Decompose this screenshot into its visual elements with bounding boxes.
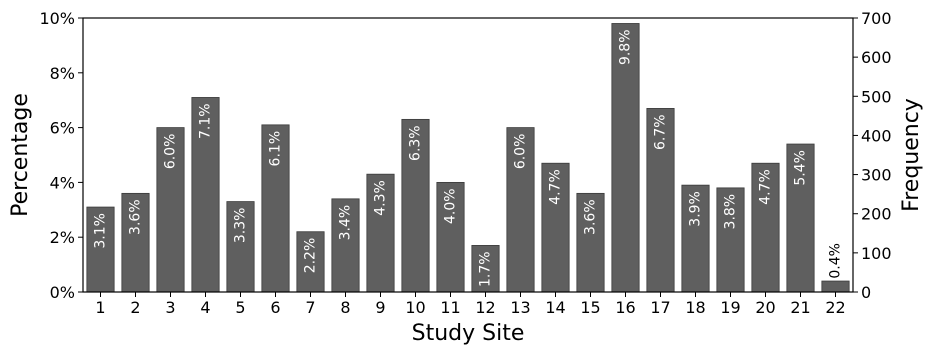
- x-tick-label: 2: [130, 298, 140, 317]
- x-tick-label: 9: [375, 298, 385, 317]
- bar-data-label: 6.7%: [653, 114, 669, 150]
- x-tick-label: 13: [510, 298, 530, 317]
- bar: [716, 187, 745, 293]
- bar-data-label: 3.1%: [93, 213, 109, 249]
- x-tick-label: 8: [340, 298, 350, 317]
- bar-data-label: 7.1%: [198, 103, 214, 139]
- x-tick-label: 3: [165, 298, 175, 317]
- x-tick-label: 7: [305, 298, 315, 317]
- bar-data-label: 6.0%: [513, 134, 529, 170]
- y2-axis-title: Frequency: [899, 98, 924, 212]
- bar-data-label: 4.7%: [548, 169, 564, 205]
- x-tick-label: 14: [545, 298, 565, 317]
- y-axis-title: Percentage: [8, 93, 33, 217]
- x-tick-label: 11: [440, 298, 460, 317]
- bar-data-label: 3.3%: [233, 208, 249, 244]
- y2-tick-label: 300: [861, 166, 892, 185]
- bar: [751, 162, 780, 293]
- bar-data-label: 6.3%: [408, 125, 424, 161]
- x-tick-label: 6: [270, 298, 280, 317]
- bar-data-label: 4.3%: [373, 180, 389, 216]
- x-tick-label: 21: [790, 298, 810, 317]
- y2-tick-label: 400: [861, 126, 892, 145]
- x-tick-label: 5: [235, 298, 245, 317]
- bar-data-label: 5.4%: [793, 150, 809, 186]
- bar-data-label: 3.4%: [338, 205, 354, 241]
- bar: [261, 124, 290, 293]
- bar-data-label: 3.6%: [583, 199, 599, 235]
- bar-labels-group: 3.1% 3.6% 6.0% 7.1% 3.3% 6.1% 2.2% 3.4% 4.3% 6.3%…: [93, 29, 844, 287]
- x-tick-label: 19: [720, 298, 740, 317]
- bar: [681, 184, 710, 293]
- y2-tick-label: 500: [861, 87, 892, 106]
- bar: [86, 206, 115, 293]
- x-tick-label: 12: [475, 298, 495, 317]
- bars-group: [86, 23, 850, 293]
- bar-data-label: 3.6%: [128, 199, 144, 235]
- bar-data-label: 3.9%: [688, 191, 704, 227]
- y2-tick-label: 0: [861, 283, 871, 302]
- x-tick-label: 10: [405, 298, 425, 317]
- x-tick-label: 22: [825, 298, 845, 317]
- bar-data-label: 4.0%: [443, 188, 459, 224]
- x-tick-label: 15: [580, 298, 600, 317]
- x-ticks-group: 1 2 3 4 5 6 7 8 9 10 11 12 13 14 15 16 17 18 19 20 21 22: [95, 292, 846, 317]
- y-tick-label: 8%: [50, 64, 75, 83]
- y2-tick-label: 600: [861, 48, 892, 67]
- x-tick-label: 1: [95, 298, 105, 317]
- bar: [401, 118, 430, 293]
- y-tick-label: 2%: [50, 228, 75, 247]
- bar: [541, 162, 570, 293]
- x-axis-title: Study Site: [412, 321, 525, 345]
- x-tick-label: 18: [685, 298, 705, 317]
- bar-data-label: 0.4%: [828, 243, 844, 279]
- x-tick-label: 17: [650, 298, 670, 317]
- y2-tick-label: 200: [861, 205, 892, 224]
- bar-data-label: 3.8%: [723, 194, 739, 230]
- bar: [191, 97, 220, 293]
- bar-data-label: 6.0%: [163, 134, 179, 170]
- bar: [436, 181, 465, 293]
- x-tick-label: 20: [755, 298, 775, 317]
- x-tick-label: 16: [615, 298, 635, 317]
- plot-frame: [82, 17, 854, 293]
- bar: [331, 198, 360, 293]
- bar-data-label: 9.8%: [618, 29, 634, 65]
- bar: [611, 23, 640, 293]
- bar: [471, 245, 500, 293]
- y-tick-label: 10%: [39, 9, 75, 28]
- y-tick-label: 0%: [50, 283, 75, 302]
- y2-tick-label: 100: [861, 244, 892, 263]
- y-tick-label: 6%: [50, 119, 75, 138]
- bar-data-label: 1.7%: [478, 251, 494, 287]
- bar: [821, 280, 850, 293]
- y2-tick-label: 700: [861, 9, 892, 28]
- y2-ticks-group: 0 100 200 300 400 500 600 700: [853, 9, 892, 302]
- bar: [121, 192, 150, 293]
- x-tick-label: 4: [200, 298, 210, 317]
- y-tick-label: 4%: [50, 173, 75, 192]
- bar-data-label: 2.2%: [303, 238, 319, 274]
- bar-data-label: 4.7%: [758, 169, 774, 205]
- bar: [786, 143, 815, 293]
- bar: [646, 108, 675, 293]
- bar-data-label: 6.1%: [268, 131, 284, 167]
- bar: [156, 127, 185, 293]
- y-ticks-group: 0% 2% 4% 6% 8% 10%: [39, 9, 83, 302]
